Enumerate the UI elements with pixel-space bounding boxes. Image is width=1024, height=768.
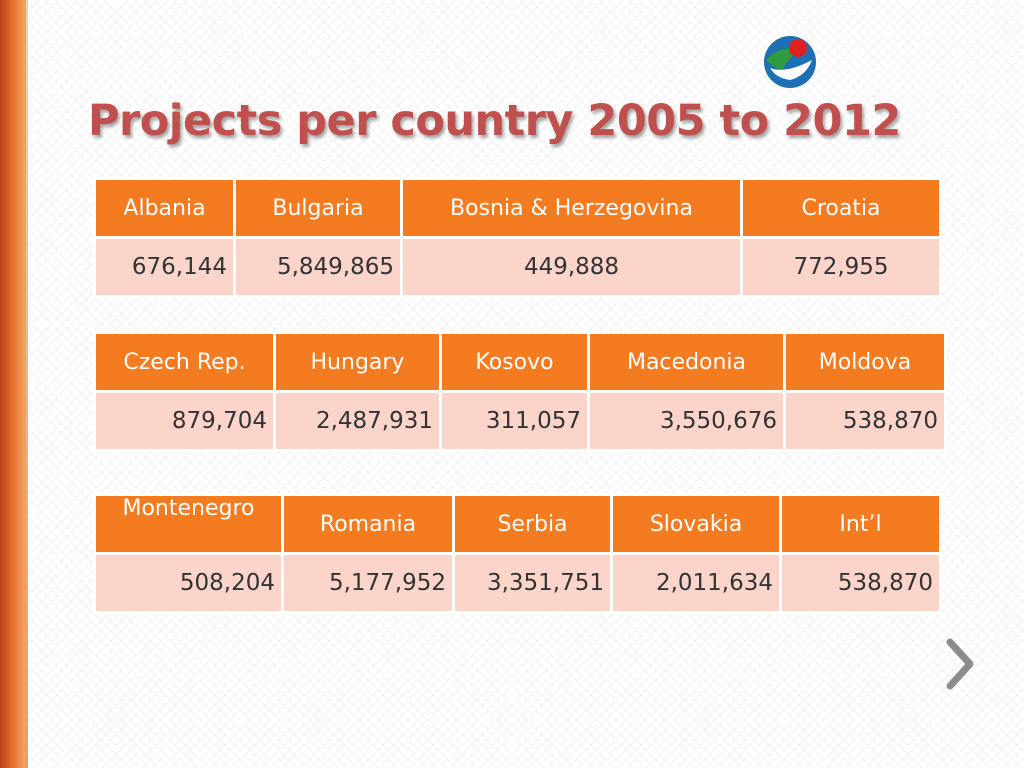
- left-accent-bar: [0, 0, 28, 768]
- header-moldova: Moldova: [783, 331, 947, 393]
- header-romania: Romania: [281, 493, 455, 555]
- table-row: 879,704 2,487,931 311,057 3,550,676 538,…: [93, 390, 947, 452]
- table-row: 508,204 5,177,952 3,351,751 2,011,634 53…: [93, 552, 942, 614]
- header-kosovo: Kosovo: [439, 331, 590, 393]
- header-serbia: Serbia: [452, 493, 613, 555]
- table-row: 676,144 5,849,865 449,888 772,955: [93, 236, 942, 298]
- page-title: Projects per country 2005 to 2012: [88, 96, 901, 146]
- header-slovakia: Slovakia: [610, 493, 782, 555]
- header-czech-rep: Czech Rep.: [93, 331, 276, 393]
- table-header-row: Czech Rep. Hungary Kosovo Macedonia Mold…: [93, 331, 947, 393]
- value-romania: 5,177,952: [281, 552, 455, 614]
- value-hungary: 2,487,931: [273, 390, 442, 452]
- next-slide-button[interactable]: [940, 634, 980, 694]
- value-kosovo: 311,057: [439, 390, 590, 452]
- header-macedonia: Macedonia: [587, 331, 786, 393]
- header-bulgaria: Bulgaria: [233, 177, 403, 239]
- header-albania: Albania: [93, 177, 236, 239]
- value-bulgaria: 5,849,865: [233, 236, 403, 298]
- value-croatia: 772,955: [740, 236, 942, 298]
- chevron-right-icon: [946, 638, 974, 690]
- projects-table-2: Czech Rep. Hungary Kosovo Macedonia Mold…: [93, 331, 947, 452]
- value-czech-rep: 879,704: [93, 390, 276, 452]
- header-intl: Int’l: [779, 493, 942, 555]
- projects-table-1: Albania Bulgaria Bosnia & Herzegovina Cr…: [93, 177, 942, 298]
- value-bosnia-herzegovina: 449,888: [400, 236, 743, 298]
- projects-table-3: Montenegro Romania Serbia Slovakia Int’l…: [93, 493, 942, 614]
- header-croatia: Croatia: [740, 177, 942, 239]
- value-macedonia: 3,550,676: [587, 390, 786, 452]
- table-header-row: Montenegro Romania Serbia Slovakia Int’l: [93, 493, 942, 555]
- value-montenegro: 508,204: [93, 552, 284, 614]
- header-montenegro: Montenegro: [93, 493, 284, 555]
- value-intl: 538,870: [779, 552, 942, 614]
- header-bosnia-herzegovina: Bosnia & Herzegovina: [400, 177, 743, 239]
- value-moldova: 538,870: [783, 390, 947, 452]
- header-hungary: Hungary: [273, 331, 442, 393]
- organization-logo-icon: [764, 36, 816, 88]
- value-albania: 676,144: [93, 236, 236, 298]
- value-slovakia: 2,011,634: [610, 552, 782, 614]
- value-serbia: 3,351,751: [452, 552, 613, 614]
- table-header-row: Albania Bulgaria Bosnia & Herzegovina Cr…: [93, 177, 942, 239]
